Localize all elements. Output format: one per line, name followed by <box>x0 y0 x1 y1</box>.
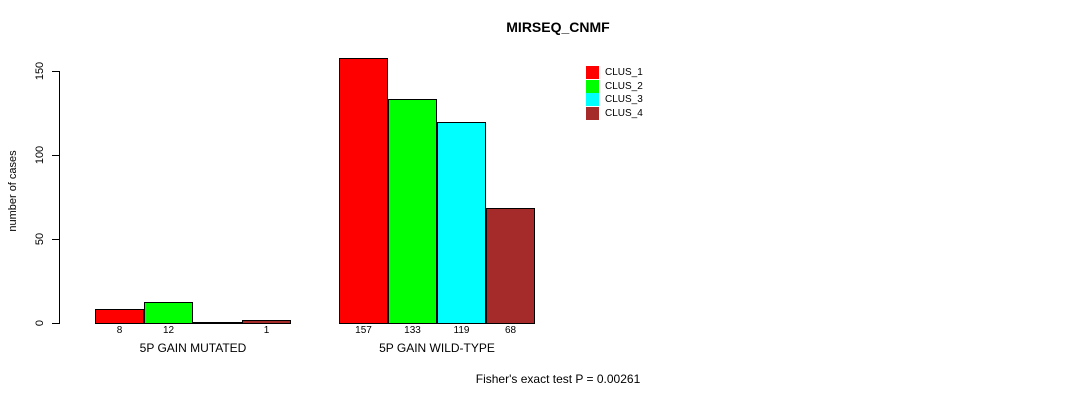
bar-count-label: 8 <box>116 325 123 336</box>
category-label: 5P GAIN WILD-TYPE <box>379 341 495 355</box>
y-tick-mark <box>52 322 60 324</box>
y-tick-mark <box>52 154 60 156</box>
y-tick-label: 100 <box>34 145 46 165</box>
legend-label-clus_3: CLUS_3 <box>605 94 643 105</box>
y-tick-label: 50 <box>34 232 46 246</box>
fisher-test-caption: Fisher's exact test P = 0.00261 <box>475 372 641 386</box>
bar-count-label: 68 <box>504 325 517 336</box>
y-tick-mark <box>52 70 60 72</box>
category-label: 5P GAIN MUTATED <box>139 341 247 355</box>
y-axis-line <box>59 71 60 324</box>
legend-label-clus_1: CLUS_1 <box>605 67 643 78</box>
bar-clus_3-wildtype <box>437 122 486 324</box>
bar-clus_4-wildtype <box>486 208 535 324</box>
y-axis-label: number of cases <box>7 150 19 232</box>
bar-count-label: 157 <box>355 325 372 336</box>
bar-clus_1-mutated <box>95 309 144 324</box>
y-tick-label: 0 <box>34 319 46 327</box>
legend-label-clus_2: CLUS_2 <box>605 80 643 92</box>
legend-swatch-clus_2 <box>586 79 599 93</box>
bar-count-label: 133 <box>404 325 421 336</box>
bar-clus_4-mutated <box>242 320 291 324</box>
legend-swatch-clus_3 <box>586 93 599 106</box>
y-tick-mark <box>52 238 60 240</box>
legend-swatch-clus_1 <box>586 66 599 79</box>
chart-title: MIRSEQ_CNMF <box>506 19 610 35</box>
legend-swatch-clus_4 <box>586 106 599 120</box>
bar-count-label: 1 <box>263 325 270 336</box>
bar-clus_3-mutated <box>193 322 242 324</box>
bar-clus_1-wildtype <box>339 58 388 324</box>
legend-label-clus_4: CLUS_4 <box>605 107 643 119</box>
y-tick-label: 150 <box>34 61 46 81</box>
bar-clus_2-mutated <box>144 302 193 324</box>
bar-count-label: 119 <box>453 325 470 336</box>
bar-count-label: 12 <box>162 325 175 336</box>
bar-clus_2-wildtype <box>388 99 437 324</box>
